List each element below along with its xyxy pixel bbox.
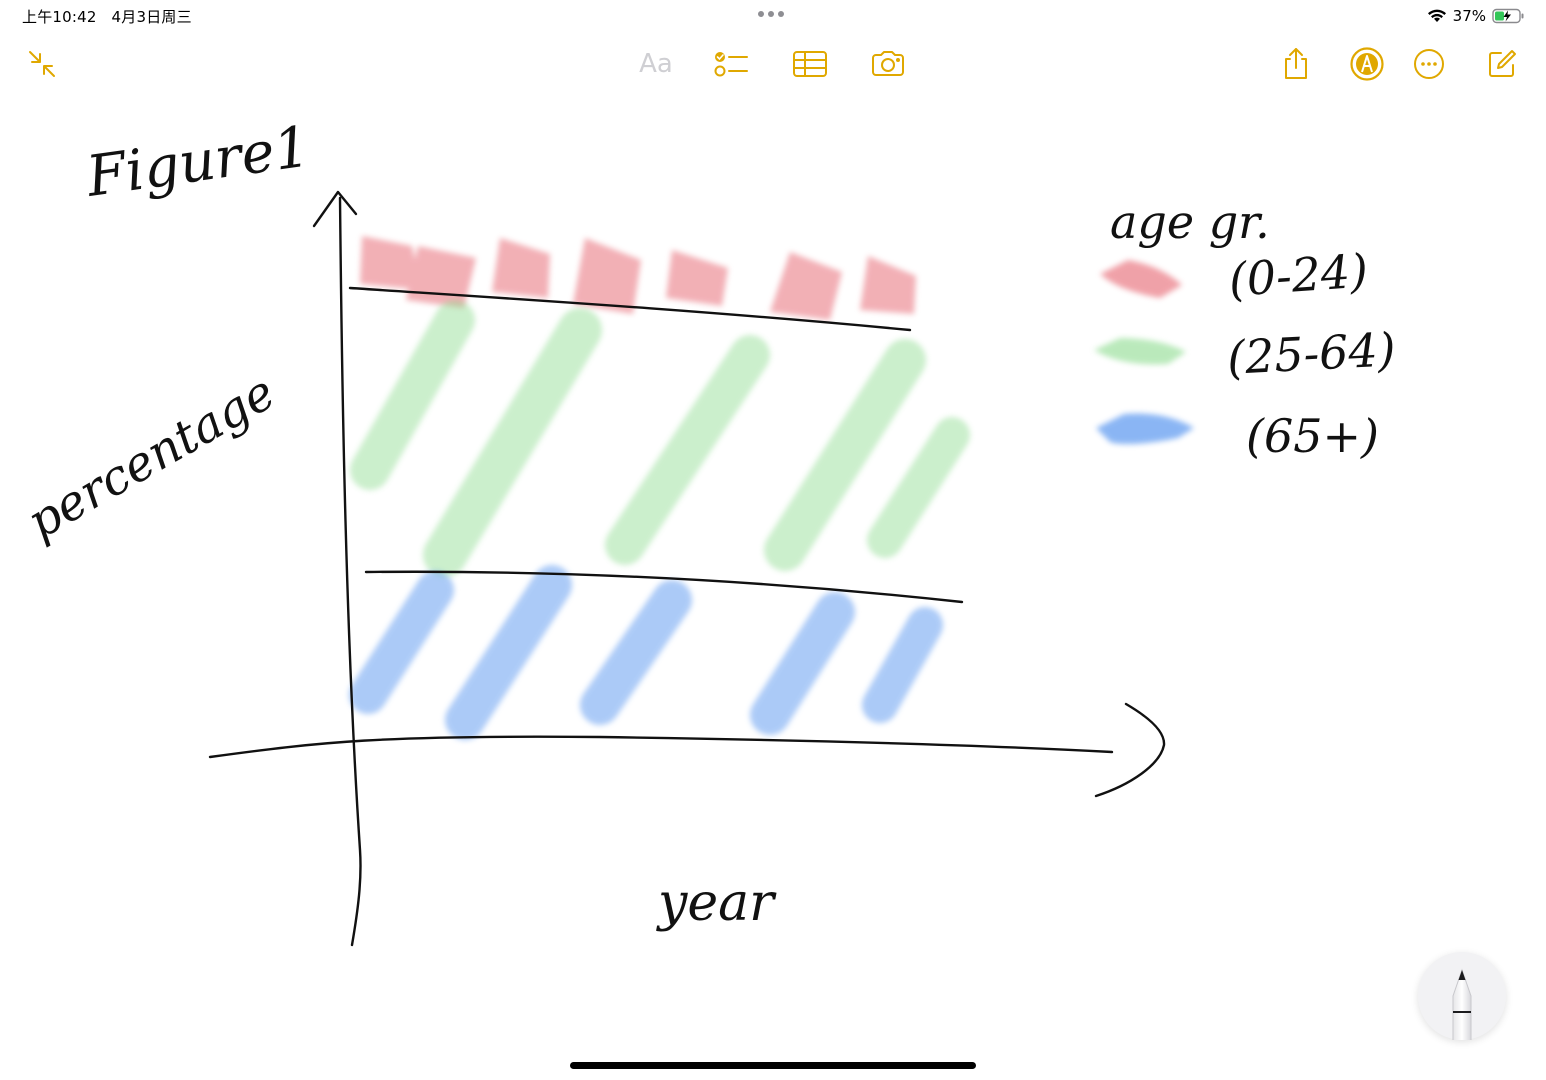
pencil-tool-button[interactable] xyxy=(1418,952,1506,1040)
multitasking-dots-icon[interactable] xyxy=(758,11,788,19)
green-strokes xyxy=(350,300,970,577)
legend-label-0-24: (0-24) xyxy=(1227,243,1370,307)
compose-button[interactable] xyxy=(1480,44,1524,84)
camera-icon xyxy=(872,51,904,76)
checklist-button[interactable] xyxy=(710,44,754,84)
text-format-button[interactable]: Aa xyxy=(634,44,678,84)
wifi-icon xyxy=(1427,9,1446,22)
status-date: 4月3日周三 xyxy=(111,8,192,26)
collapse-button[interactable] xyxy=(20,44,64,84)
battery-percentage: 37% xyxy=(1452,7,1486,25)
more-button[interactable] xyxy=(1407,44,1451,84)
drawing-canvas[interactable]: Figure1 percentage year xyxy=(0,90,1546,1040)
legend-swatch-red xyxy=(1100,260,1182,298)
legend-swatch-green xyxy=(1094,338,1186,365)
status-time: 上午10:42 xyxy=(22,8,97,26)
table-icon xyxy=(793,51,827,77)
x-axis-label: year xyxy=(656,873,777,933)
text-format-icon: Aa xyxy=(639,49,673,79)
share-icon xyxy=(1285,48,1307,79)
status-time-date: 上午10:42 4月3日周三 xyxy=(22,6,192,27)
apple-pencil-icon xyxy=(1452,968,1472,1040)
legend: age gr. (0-24) (25-64) (65+) xyxy=(1094,195,1397,463)
blue-strokes xyxy=(349,565,943,740)
share-button[interactable] xyxy=(1274,44,1318,84)
ink-strokes xyxy=(208,190,1166,947)
compose-icon xyxy=(1489,50,1516,77)
markup-pen-icon xyxy=(1350,47,1384,81)
note-title: Figure1 xyxy=(82,114,314,210)
legend-swatch-blue xyxy=(1096,413,1194,445)
home-indicator[interactable] xyxy=(570,1062,976,1069)
legend-label-65-plus: (65+) xyxy=(1246,409,1379,463)
collapse-arrows-icon xyxy=(29,51,55,77)
y-axis-label: percentage xyxy=(18,364,284,550)
markup-button[interactable] xyxy=(1345,44,1389,84)
more-ellipsis-icon xyxy=(1414,49,1444,79)
legend-label-25-64: (25-64) xyxy=(1226,322,1397,385)
checklist-icon xyxy=(714,52,748,77)
status-bar: 上午10:42 4月3日周三 37% xyxy=(0,0,1546,32)
status-right: 37% xyxy=(1427,5,1526,27)
legend-title: age gr. xyxy=(1110,195,1270,249)
camera-button[interactable] xyxy=(866,44,910,84)
table-button[interactable] xyxy=(788,44,832,84)
battery-charging-icon xyxy=(1492,8,1524,24)
red-strokes xyxy=(360,236,916,320)
